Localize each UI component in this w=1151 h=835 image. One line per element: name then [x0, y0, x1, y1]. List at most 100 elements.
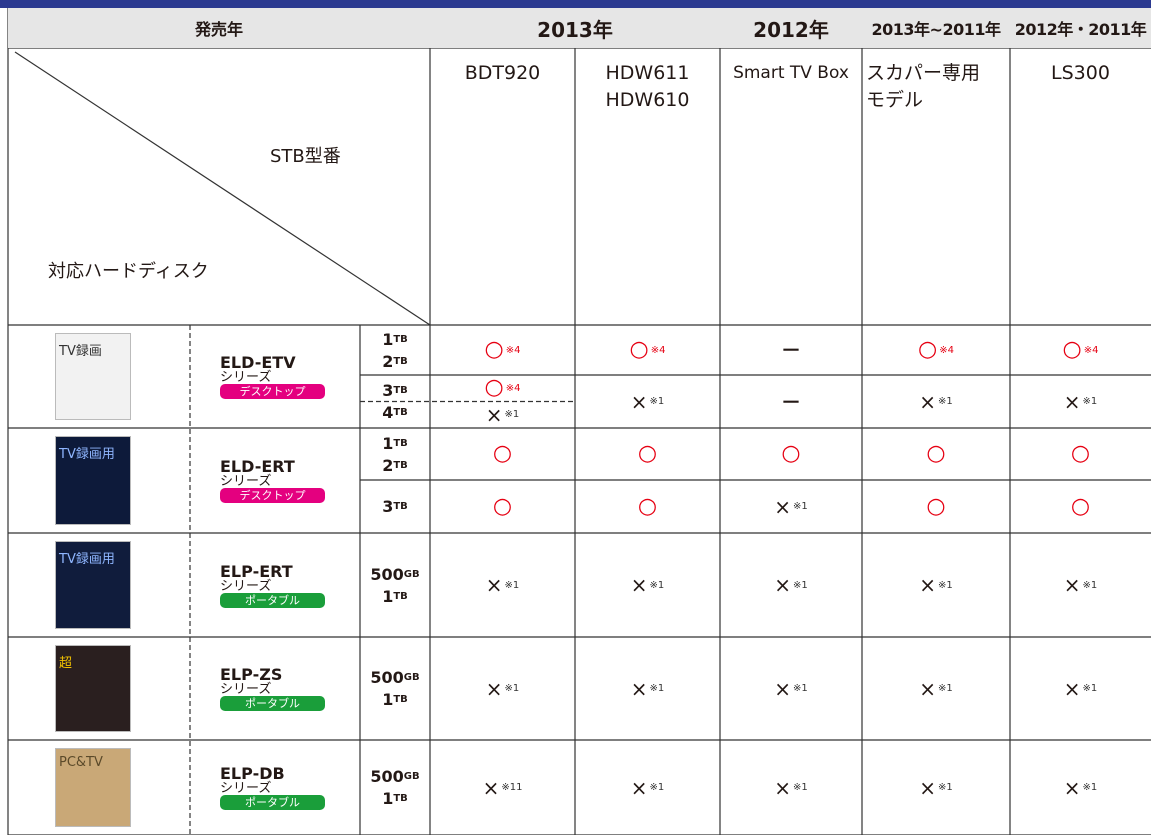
image-caption: 超: [59, 656, 73, 671]
compat-mark: ○: [1070, 493, 1091, 519]
product-type: ポータブル: [220, 592, 325, 608]
compat-note: ※1: [649, 782, 665, 793]
image-caption: TV録画用: [59, 552, 115, 567]
corner-hdd: 対応ハードディスク: [48, 255, 288, 285]
product-name: ELD-ETV: [220, 353, 296, 372]
compat-cell: × ※1: [720, 533, 862, 637]
product-name: ELD-ERT: [220, 457, 295, 476]
compat-mark: ×: [919, 775, 936, 800]
product-series: シリーズ: [220, 781, 272, 796]
compat-mark: ×: [630, 573, 648, 597]
capacity-num: 1: [382, 433, 394, 453]
capacity-unit: TB: [393, 694, 408, 705]
compat-cell: × ※11: [430, 740, 575, 835]
product-info: ELP-ZS シリーズ ポータブル: [220, 637, 360, 740]
compat-mark: ×: [774, 573, 791, 597]
capacity-num: 1: [382, 329, 394, 349]
capacity-unit: TB: [393, 407, 408, 418]
compat-mark: ○: [926, 493, 946, 519]
capacity: 500 GB: [360, 766, 430, 788]
model-name: Smart TV Box: [733, 63, 849, 83]
product-series: シリーズ: [220, 370, 272, 385]
compat-cell: ○ ※4: [430, 325, 575, 375]
year-cell: 2012年・2011年: [1010, 8, 1151, 48]
capacity: 3 TB: [360, 496, 430, 518]
compat-note: ※4: [505, 344, 521, 356]
compat-mark: ○: [484, 337, 504, 362]
compat-cell: × ※1: [720, 480, 862, 533]
capacity: 500 GB: [360, 667, 430, 689]
compat-cell: ○: [575, 480, 720, 533]
product-series: シリーズ: [220, 474, 272, 489]
year-label: 2013年: [537, 17, 613, 42]
compat-cell: ○: [575, 428, 720, 480]
capacity-num: 2: [382, 455, 394, 475]
compat-note: ※1: [504, 683, 520, 694]
compat-mark: ×: [485, 402, 503, 427]
compat-note: ※1: [1082, 396, 1098, 407]
compat-cell: × ※1: [575, 533, 720, 637]
compat-note: ※1: [938, 396, 953, 407]
compat-cell: ○ ※4: [430, 375, 575, 402]
compat-mark: ×: [774, 775, 791, 800]
capacity-unit: TB: [393, 355, 408, 367]
model-name: モデル: [866, 89, 924, 111]
product-info: ELP-DB シリーズ ポータブル: [220, 740, 360, 835]
compat-mark: ×: [482, 775, 500, 800]
compat-note: ※4: [505, 382, 521, 394]
compat-note: ※1: [793, 579, 808, 591]
capacity-num: 1: [382, 690, 394, 709]
compat-mark: ×: [485, 676, 503, 701]
compat-cell: ○: [1010, 480, 1151, 533]
compat-note: ※1: [1082, 683, 1098, 694]
capacity-unit: TB: [393, 793, 408, 804]
product-name: ELP-ZS: [220, 665, 283, 684]
compat-note: ※4: [1083, 344, 1099, 356]
compat-mark: ×: [1063, 775, 1081, 800]
hdd-label: 対応ハードディスク: [48, 261, 209, 282]
compat-cell: × ※1: [575, 740, 720, 835]
compat-mark: ○: [1070, 441, 1091, 466]
compat-cell: × ※1: [862, 533, 1010, 637]
capacity: 3 TB: [360, 380, 430, 402]
model-name: スカパー専用: [866, 62, 981, 84]
model-cell: スカパー専用 モデル: [866, 60, 1006, 140]
compat-mark: ×: [630, 389, 648, 414]
product-name: ELP-DB: [220, 764, 285, 783]
model-name: LS300: [1051, 62, 1110, 84]
compat-cell: × ※1: [1010, 375, 1151, 428]
compat-mark: ×: [630, 676, 648, 701]
compat-note: ※1: [649, 396, 665, 407]
product-image: 超: [55, 645, 131, 732]
compat-mark: ○: [629, 337, 649, 362]
product-image: TV録画: [55, 333, 131, 420]
compat-note: ※1: [793, 782, 808, 793]
capacity: 1 TB: [360, 585, 430, 607]
capacity: 1 TB: [360, 328, 430, 350]
stb-label: STB型番: [270, 146, 341, 167]
compat-mark: ○: [637, 493, 658, 519]
compat-note: ※1: [938, 683, 953, 694]
compat-cell: ○: [720, 428, 862, 480]
compat-mark: ×: [774, 676, 791, 701]
compat-mark: ×: [1063, 573, 1081, 597]
compat-mark: ×: [774, 494, 791, 519]
compat-mark: ○: [1062, 337, 1082, 362]
compat-cell: ○: [430, 480, 575, 533]
capacity: 2 TB: [360, 454, 430, 476]
year-cell: 2012年: [720, 8, 862, 48]
compat-cell: × ※1: [430, 637, 575, 740]
compat-mark: －: [781, 338, 801, 362]
compat-mark: ○: [781, 441, 801, 466]
product-image: TV録画用: [55, 436, 131, 525]
compat-mark: ×: [630, 775, 648, 800]
compat-note: ※1: [938, 579, 953, 591]
compat-cell: × ※1: [862, 375, 1010, 428]
capacity-num: 500: [370, 767, 404, 786]
compat-note: ※1: [793, 501, 808, 512]
product-type: デスクトップ: [220, 384, 325, 399]
year-label: 2012年: [753, 17, 829, 42]
product-series: シリーズ: [220, 578, 272, 594]
capacity-num: 2: [382, 351, 394, 371]
